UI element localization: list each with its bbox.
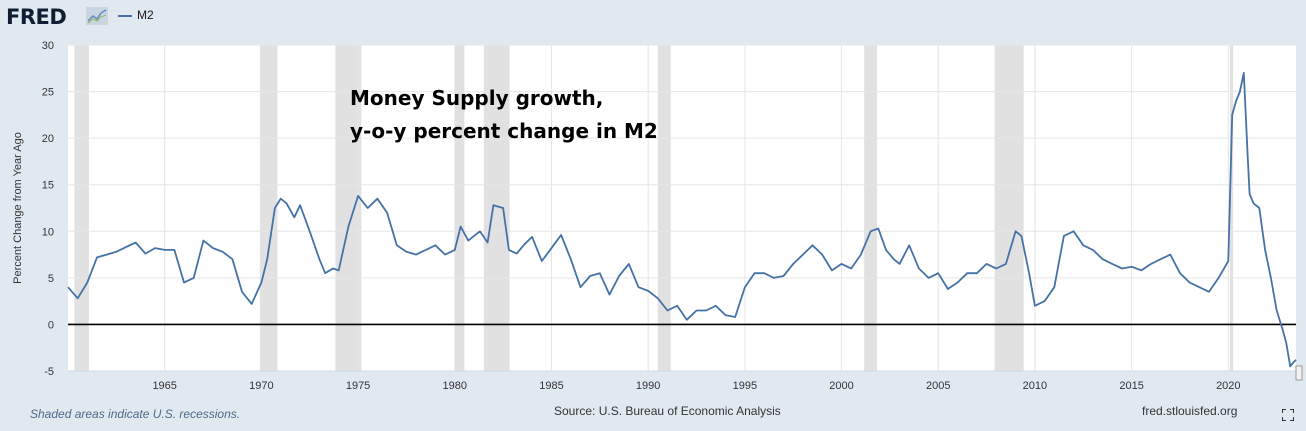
y-tick-label: 15 bbox=[42, 180, 54, 192]
x-tick-label: 1980 bbox=[443, 380, 467, 392]
x-tick-label: 2020 bbox=[1216, 380, 1240, 392]
y-tick-label: 30 bbox=[42, 40, 54, 52]
recession-band bbox=[994, 45, 1024, 371]
x-tick-label: 2015 bbox=[1119, 380, 1143, 392]
y-tick-label: 10 bbox=[42, 226, 54, 238]
recession-band bbox=[864, 45, 877, 371]
recessions-note: Shaded areas indicate U.S. recessions. bbox=[30, 407, 241, 421]
recession-bands bbox=[68, 45, 1296, 371]
x-tick-label: 1965 bbox=[152, 380, 176, 392]
site-link[interactable]: fred.stlouisfed.org bbox=[1142, 404, 1238, 418]
y-tick-label: 20 bbox=[42, 133, 54, 145]
y-tick-label: 0 bbox=[48, 319, 54, 331]
x-tick-label: 1995 bbox=[733, 380, 757, 392]
recession-band bbox=[1229, 45, 1234, 371]
legend-swatch bbox=[118, 14, 132, 17]
x-tick-label: 1990 bbox=[636, 380, 660, 392]
recession-band bbox=[74, 45, 89, 371]
y-tick-label: 5 bbox=[48, 273, 54, 285]
x-tick-label: 1970 bbox=[249, 380, 273, 392]
recession-band bbox=[259, 45, 278, 371]
legend-label: M2 bbox=[137, 8, 154, 22]
annotation-line2: y-o-y percent change in M2 bbox=[350, 119, 658, 143]
fred-logo[interactable]: FRED bbox=[6, 5, 67, 29]
x-tick-label: 1975 bbox=[346, 380, 370, 392]
x-tick-label: 1985 bbox=[539, 380, 563, 392]
recession-band bbox=[454, 45, 465, 371]
series-line-m2 bbox=[67, 72, 1297, 368]
fullscreen-icon[interactable] bbox=[1282, 409, 1294, 421]
recession-band bbox=[657, 45, 671, 371]
axes: -5 0 5 10 15 20 25 30 1965 1970 1975 1980 1985 1990 19… bbox=[42, 40, 1303, 392]
legend: M2 bbox=[118, 8, 154, 22]
y-tick-label: -5 bbox=[44, 366, 54, 378]
source-text: Source: U.S. Bureau of Economic Analysis bbox=[554, 404, 781, 418]
annotation-line1: Money Supply growth, bbox=[350, 86, 604, 110]
y-axis-label: Percent Change from Year Ago bbox=[12, 132, 24, 284]
chart-annotation: Money Supply growth, y-o-y percent chang… bbox=[350, 82, 658, 148]
navigator-handle[interactable] bbox=[1295, 365, 1303, 381]
series-layer bbox=[67, 72, 1297, 368]
chart-header: FRED M2 bbox=[0, 0, 1306, 36]
plot-area bbox=[68, 45, 1296, 371]
fred-chart-icon bbox=[86, 7, 108, 25]
x-tick-label: 2010 bbox=[1023, 380, 1047, 392]
recession-band bbox=[335, 45, 362, 371]
recession-band bbox=[483, 45, 510, 371]
x-tick-label: 2005 bbox=[926, 380, 950, 392]
y-tick-label: 25 bbox=[42, 87, 54, 99]
x-tick-label: 2000 bbox=[829, 380, 853, 392]
